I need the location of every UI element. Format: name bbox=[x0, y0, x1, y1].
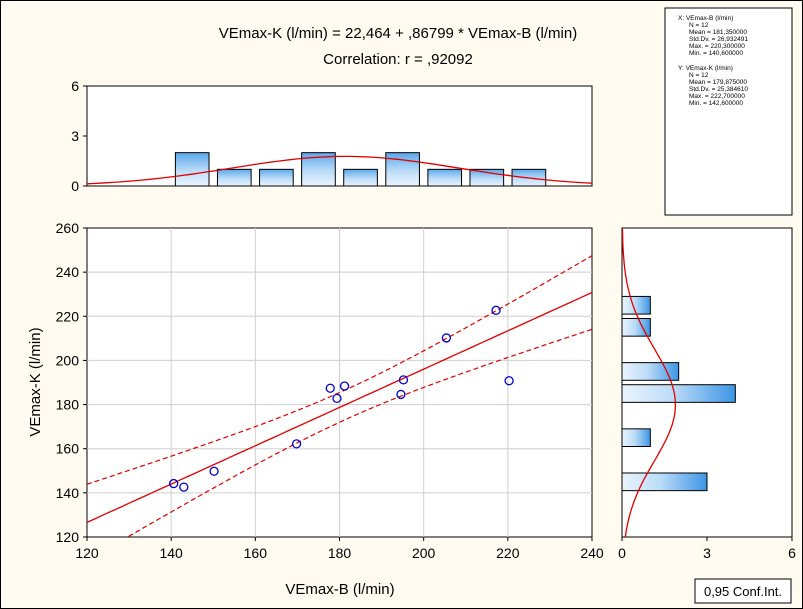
y-tick-label: 200 bbox=[56, 352, 80, 368]
x-histogram-bar bbox=[427, 168, 463, 186]
x-normal-curve bbox=[87, 155, 592, 185]
x-histogram-tick-label: 6 bbox=[71, 78, 79, 94]
data-point bbox=[325, 383, 335, 393]
y-histogram-bar bbox=[622, 472, 708, 492]
x-axis-label: VEmax-B (l/min) bbox=[285, 581, 394, 598]
data-point bbox=[332, 393, 342, 404]
data-point bbox=[339, 381, 350, 391]
data-point bbox=[398, 375, 409, 385]
x-tick-label: 160 bbox=[244, 545, 268, 561]
x-histogram-tick-label: 0 bbox=[71, 178, 79, 194]
y-tick-label: 160 bbox=[56, 441, 80, 457]
stats-y-line: Std.Dv. = 25,384610 bbox=[689, 86, 748, 93]
y-tick-label: 240 bbox=[56, 264, 80, 280]
x-histogram-bar bbox=[385, 152, 420, 186]
stats-y-line: Max. = 222,700000 bbox=[689, 93, 745, 100]
y-histogram-bar bbox=[622, 317, 651, 337]
stats-x-line: N = 12 bbox=[689, 22, 709, 29]
x-tick-label: 180 bbox=[328, 545, 352, 561]
x-histogram-tick-label: 3 bbox=[71, 128, 79, 144]
chart-subtitle: Correlation: r = ,92092 bbox=[323, 51, 473, 68]
x-histogram-panel bbox=[86, 85, 593, 187]
y-histogram-tick-label: 6 bbox=[788, 545, 796, 561]
stats-x-line: Max. = 220,300000 bbox=[689, 43, 745, 50]
y-histogram-tick-label: 3 bbox=[703, 545, 711, 561]
y-histogram-bar bbox=[622, 428, 651, 448]
data-point bbox=[491, 305, 501, 315]
y-tick-label: 260 bbox=[56, 220, 80, 236]
x-tick-label: 220 bbox=[496, 545, 520, 561]
regression-line bbox=[87, 291, 592, 523]
y-tick-label: 220 bbox=[56, 308, 80, 324]
stats-y-line: Mean = 179,875000 bbox=[689, 79, 747, 86]
data-point bbox=[504, 376, 514, 386]
y-tick-label: 120 bbox=[56, 529, 80, 545]
confidence-legend-box bbox=[694, 578, 792, 604]
stats-box bbox=[664, 7, 793, 216]
stats-x-line: Mean = 181,350000 bbox=[689, 29, 747, 36]
x-tick-label: 200 bbox=[412, 545, 436, 561]
stats-y-line: Y: VEmax-K (l/min) bbox=[678, 65, 733, 72]
x-histogram-bar bbox=[216, 168, 252, 186]
data-point bbox=[291, 439, 302, 449]
stats-y-line: Min. = 142,600000 bbox=[689, 100, 743, 107]
data-point bbox=[396, 389, 406, 400]
x-histogram-bar bbox=[174, 152, 210, 186]
y-axis-label: VEmax-K (l/min) bbox=[27, 327, 44, 436]
data-point bbox=[209, 466, 219, 476]
x-histogram-bar bbox=[343, 168, 378, 186]
stats-x-line: Std.Dv. = 26,932491 bbox=[689, 36, 748, 43]
x-tick-label: 140 bbox=[159, 545, 183, 561]
x-tick-label: 120 bbox=[75, 545, 99, 561]
data-point bbox=[169, 478, 179, 489]
y-tick-label: 180 bbox=[56, 397, 80, 413]
confidence-band-lower bbox=[126, 328, 592, 537]
y-tick-label: 140 bbox=[56, 485, 80, 501]
confidence-legend-label: 0,95 Conf.Int. bbox=[704, 584, 782, 599]
y-histogram-tick-label: 0 bbox=[618, 545, 626, 561]
data-point bbox=[179, 482, 189, 492]
stats-x-line: X: VEmax-B (l/min) bbox=[678, 15, 733, 22]
x-histogram-bar bbox=[259, 168, 294, 186]
chart-title: VEmax-K (l/min) = 22,464 + ,86799 * VEma… bbox=[219, 25, 577, 42]
y-histogram-bar bbox=[622, 295, 651, 315]
confidence-band-upper bbox=[87, 255, 592, 485]
data-point bbox=[441, 333, 452, 343]
x-tick-label: 240 bbox=[580, 545, 604, 561]
stats-x-line: Min. = 140,600000 bbox=[689, 50, 743, 57]
x-histogram-bar bbox=[301, 152, 336, 186]
y-histogram-bar bbox=[622, 384, 736, 403]
y-normal-curve bbox=[622, 228, 677, 537]
stats-y-line: N = 12 bbox=[689, 72, 709, 79]
